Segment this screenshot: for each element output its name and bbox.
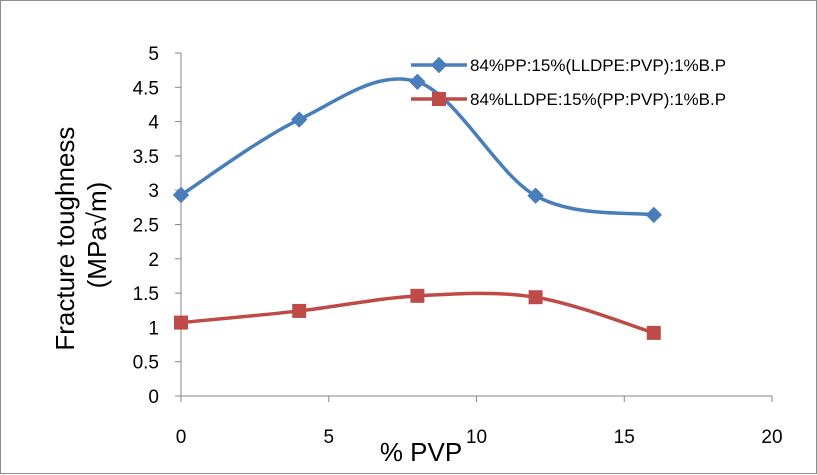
x-axis-ticks: 0 5 10 15 20 (176, 396, 783, 448)
series-1-point (645, 206, 663, 224)
legend-label-1: 84%PP:15%(LLDPE:PVP):1%B.P (470, 56, 726, 75)
series-2-point (174, 315, 188, 330)
series-2-point (292, 303, 307, 318)
series-1-point (409, 73, 426, 91)
y-tick-label: 2 (148, 250, 159, 271)
y-axis-ticks: 0 0.5 1 1.5 2 2.5 3 3.5 4 4.5 5 (133, 44, 181, 408)
x-tick-label: 0 (176, 427, 187, 448)
y-tick-label: 4.5 (133, 78, 159, 99)
y-tick-label: 0 (148, 387, 159, 408)
legend: 84%PP:15%(LLDPE:PVP):1%B.P 84%LLDPE:15%(P… (411, 56, 726, 109)
series-2 (174, 288, 661, 340)
series-2-point (646, 325, 661, 340)
y-axis-title: Fracture toughness (MPa√m) (50, 119, 112, 350)
series-2-point (528, 290, 543, 305)
legend-label-2: 84%LLDPE:15%(PP:PVP):1%B.P (470, 90, 726, 109)
y-tick-label: 2.5 (133, 216, 159, 237)
legend-marker-1 (430, 56, 448, 74)
series-1-point (172, 186, 190, 204)
y-tick-label: 3.5 (133, 147, 159, 168)
y-tick-label: 4 (148, 113, 159, 134)
series-layer (172, 73, 663, 340)
series-1 (172, 73, 663, 224)
x-tick-label: 15 (614, 427, 635, 448)
x-tick-label: 10 (466, 427, 487, 448)
series-2-point (410, 288, 425, 303)
series-1-point (527, 187, 544, 204)
y-tick-label: 5 (148, 44, 159, 65)
x-tick-label: 5 (323, 427, 334, 448)
y-tick-label: 3 (148, 181, 159, 202)
x-axis-title: % PVP (380, 437, 462, 467)
x-tick-label: 20 (761, 427, 782, 448)
y-axis-title-line-1: Fracture toughness (50, 127, 80, 351)
y-tick-label: 0.5 (133, 353, 159, 374)
series-1-point (290, 111, 308, 128)
legend-marker-2 (432, 92, 446, 106)
y-tick-label: 1.5 (133, 284, 159, 305)
y-axis-title-line-2: (MPa√m) (82, 182, 112, 289)
y-tick-label: 1 (148, 318, 159, 339)
